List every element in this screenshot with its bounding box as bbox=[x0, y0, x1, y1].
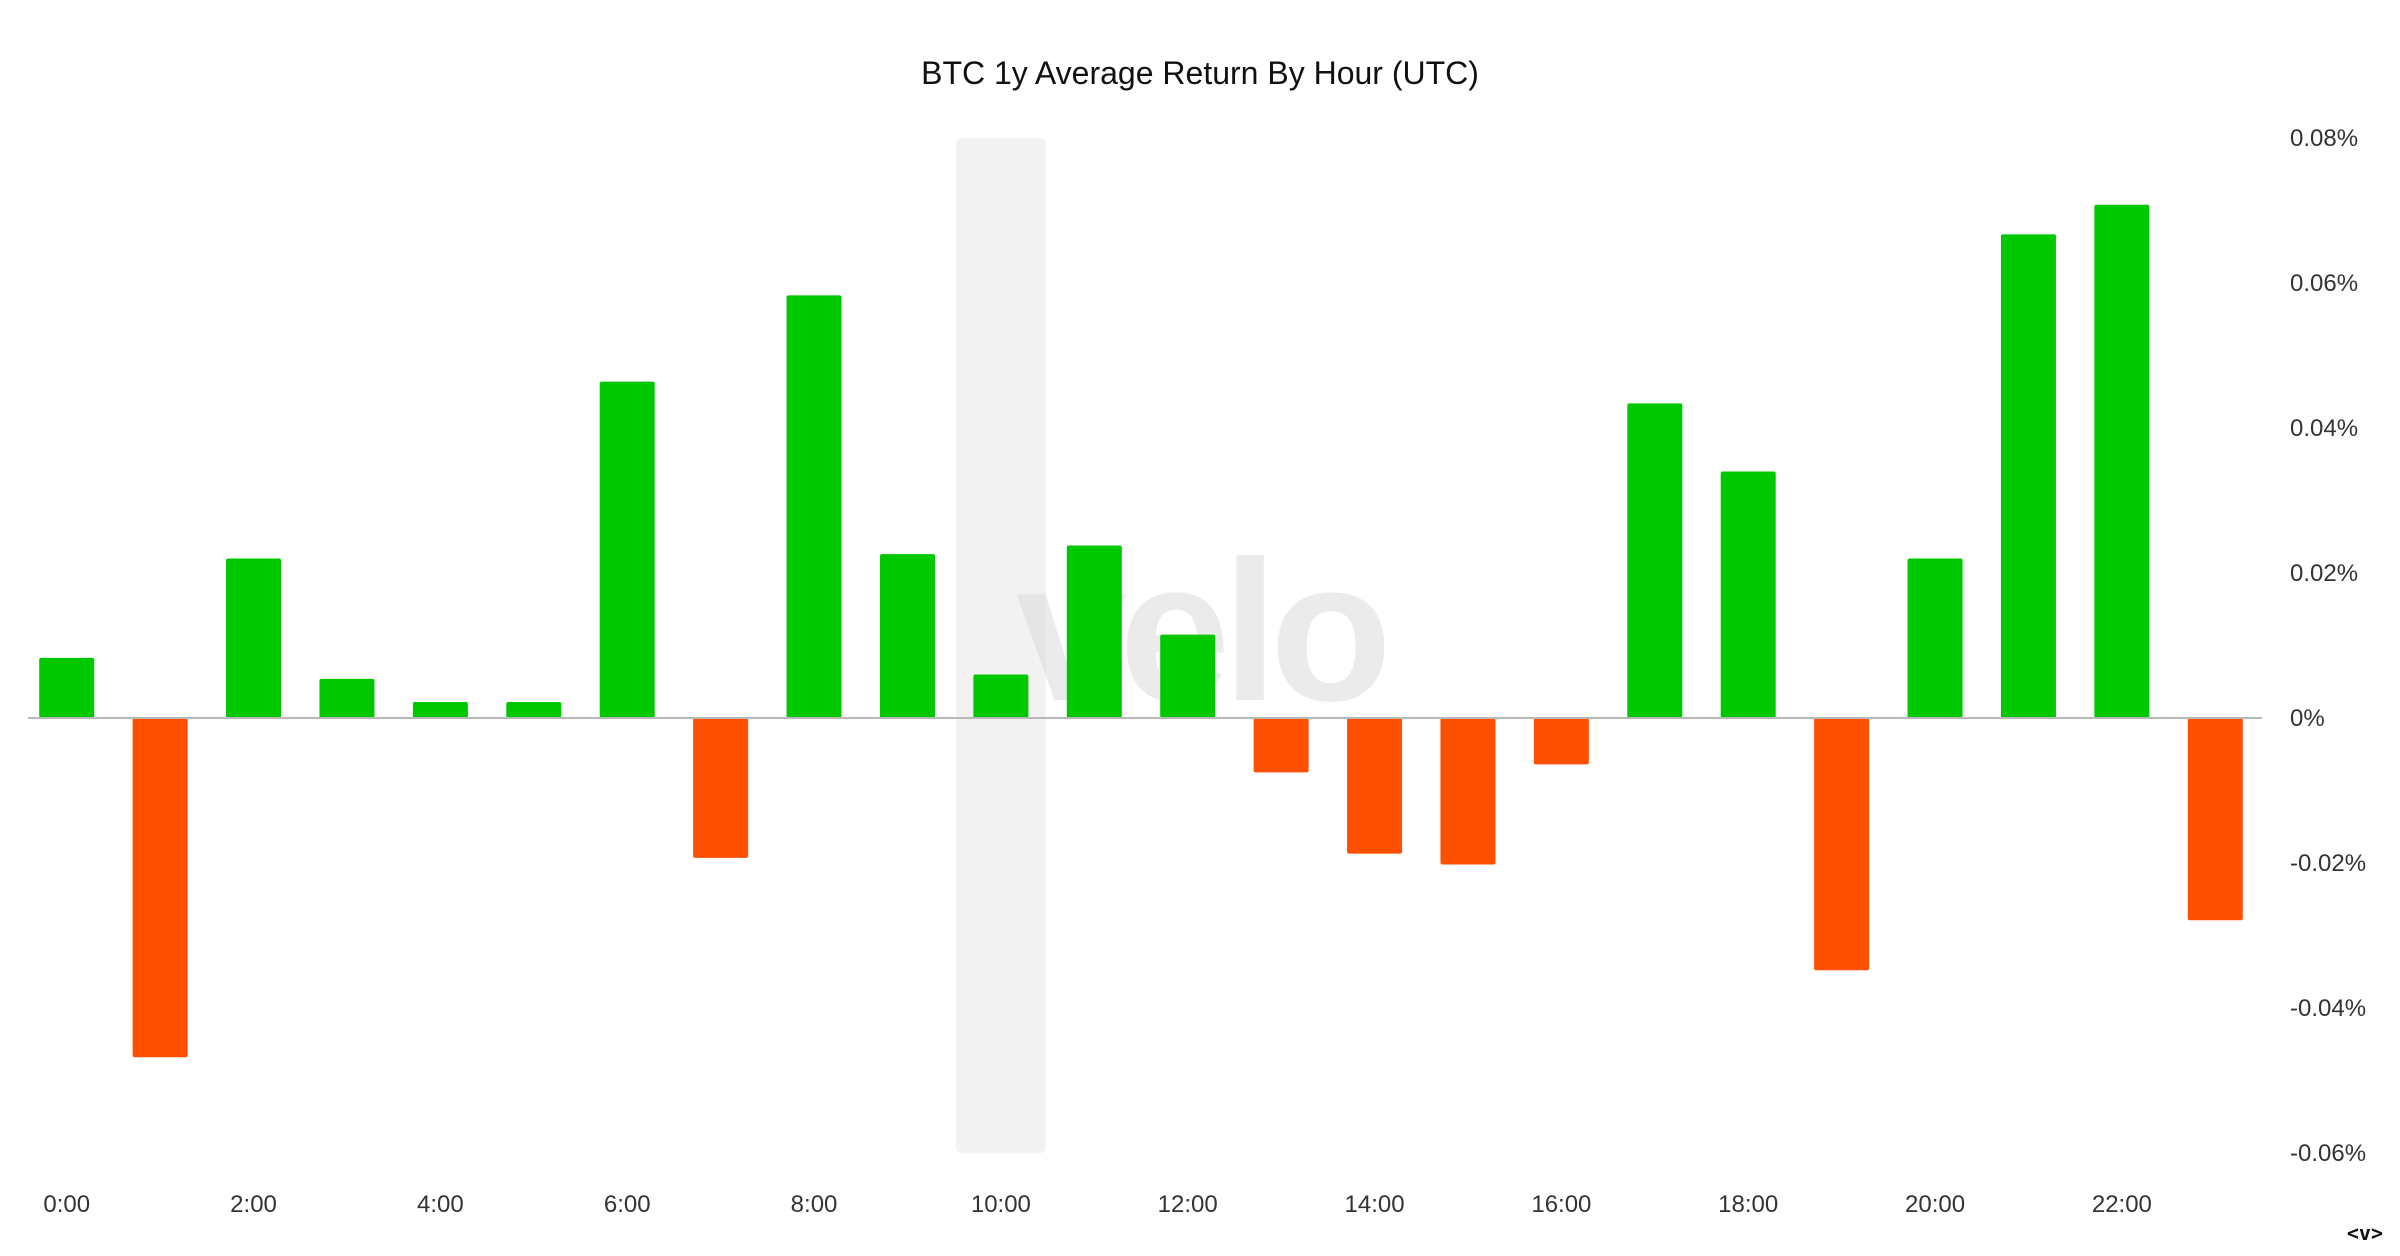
bar-2:00[interactable] bbox=[226, 558, 282, 719]
bar-0:00[interactable] bbox=[39, 657, 95, 718]
y-tick-label: 0.08% bbox=[2290, 125, 2358, 152]
bar-8:00[interactable] bbox=[786, 295, 842, 718]
bar-17:00[interactable] bbox=[1627, 403, 1683, 718]
x-axis-ticks: 0:00 2:00 4:00 6:00 8:00 10:00 12:00 14:00 16:00… bbox=[43, 1191, 2152, 1218]
y-tick-label: 0% bbox=[2290, 705, 2325, 732]
x-tick-label: 14:00 bbox=[1345, 1191, 1405, 1218]
bar-14:00[interactable] bbox=[1347, 718, 1403, 854]
bar-18:00[interactable] bbox=[1720, 471, 1776, 719]
y-tick-label: 0.04% bbox=[2290, 415, 2358, 442]
bar-5:00[interactable] bbox=[506, 702, 562, 718]
bar-11:00[interactable] bbox=[1066, 545, 1122, 718]
x-tick-label: 0:00 bbox=[43, 1191, 90, 1218]
x-tick-label: 4:00 bbox=[417, 1191, 464, 1218]
x-tick-label: 22:00 bbox=[2092, 1191, 2152, 1218]
y-tick-label: 0.06% bbox=[2290, 270, 2358, 297]
bar-6:00[interactable] bbox=[599, 381, 655, 718]
bar-9:00[interactable] bbox=[879, 554, 935, 718]
x-tick-label: 2:00 bbox=[230, 1191, 277, 1218]
x-tick-label: 18:00 bbox=[1718, 1191, 1778, 1218]
x-tick-label: 10:00 bbox=[971, 1191, 1031, 1218]
y-axis-ticks: 0.08% 0.06% 0.04% 0.02% 0% -0.02% -0.04% -0.06% bbox=[2290, 125, 2366, 1167]
bar-16:00[interactable] bbox=[1533, 718, 1589, 765]
x-tick-label: 12:00 bbox=[1158, 1191, 1218, 1218]
bar-4:00[interactable] bbox=[412, 702, 468, 718]
chart-nav-control[interactable]: <v> bbox=[2347, 1221, 2383, 1245]
bar-19:00[interactable] bbox=[1814, 718, 1870, 971]
hover-highlight-column bbox=[955, 138, 1046, 1153]
bar-1:00[interactable] bbox=[132, 718, 188, 1058]
hover-highlight-layer bbox=[955, 138, 1046, 1153]
y-tick-label: 0.02% bbox=[2290, 560, 2358, 587]
bar-3:00[interactable] bbox=[319, 678, 375, 718]
bar-21:00[interactable] bbox=[2000, 234, 2056, 719]
x-tick-label: 20:00 bbox=[1905, 1191, 1965, 1218]
x-tick-label: 6:00 bbox=[604, 1191, 651, 1218]
bar-22:00[interactable] bbox=[2094, 204, 2150, 718]
bar-23:00[interactable] bbox=[2187, 718, 2243, 921]
bar-15:00[interactable] bbox=[1440, 718, 1496, 865]
chart-title: BTC 1y Average Return By Hour (UTC) bbox=[921, 55, 1479, 91]
bar-12:00[interactable] bbox=[1160, 634, 1216, 718]
bar-10:00[interactable] bbox=[973, 674, 1029, 719]
bars-layer bbox=[39, 204, 2243, 1058]
x-tick-label: 16:00 bbox=[1531, 1191, 1591, 1218]
bar-13:00[interactable] bbox=[1253, 718, 1309, 773]
y-tick-label: -0.06% bbox=[2290, 1140, 2366, 1167]
x-tick-label: 8:00 bbox=[791, 1191, 838, 1218]
y-tick-label: -0.02% bbox=[2290, 850, 2366, 877]
bar-20:00[interactable] bbox=[1907, 558, 1963, 719]
y-tick-label: -0.04% bbox=[2290, 995, 2366, 1022]
bar-7:00[interactable] bbox=[693, 718, 749, 858]
